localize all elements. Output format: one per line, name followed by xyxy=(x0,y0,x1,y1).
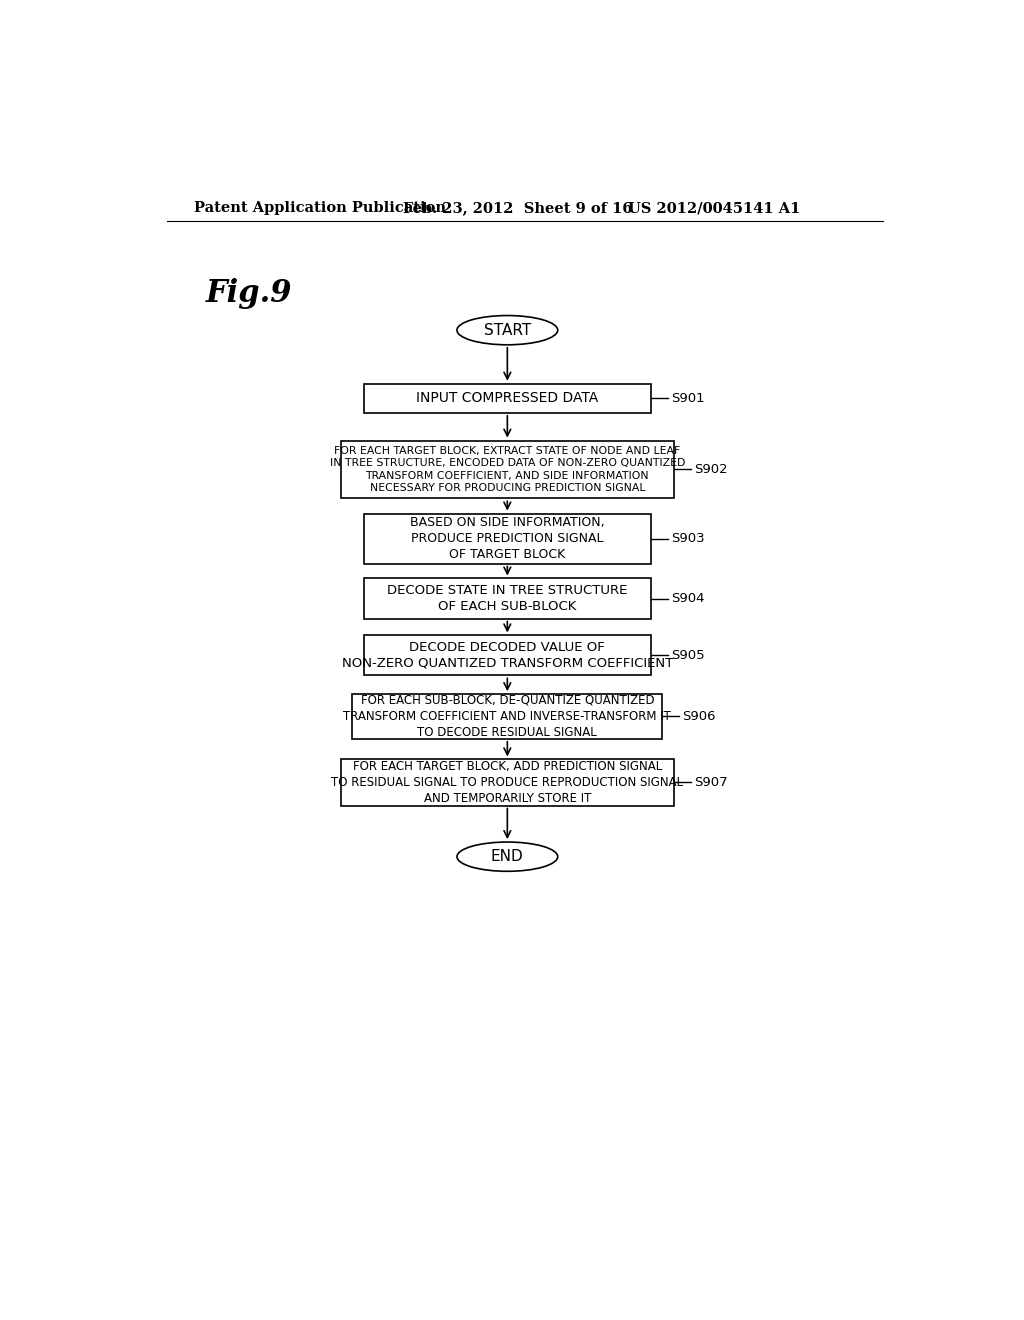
FancyBboxPatch shape xyxy=(341,441,674,498)
FancyBboxPatch shape xyxy=(364,635,650,676)
Text: US 2012/0045141 A1: US 2012/0045141 A1 xyxy=(628,201,800,215)
Text: S906: S906 xyxy=(682,710,716,723)
FancyBboxPatch shape xyxy=(364,513,650,564)
Text: S905: S905 xyxy=(671,649,705,661)
Text: FOR EACH TARGET BLOCK, EXTRACT STATE OF NODE AND LEAF
IN TREE STRUCTURE, ENCODED: FOR EACH TARGET BLOCK, EXTRACT STATE OF … xyxy=(330,446,685,492)
Text: DECODE DECODED VALUE OF
NON-ZERO QUANTIZED TRANSFORM COEFFICIENT: DECODE DECODED VALUE OF NON-ZERO QUANTIZ… xyxy=(342,642,673,671)
Text: START: START xyxy=(483,322,531,338)
Text: S903: S903 xyxy=(671,532,705,545)
FancyBboxPatch shape xyxy=(341,759,674,805)
Text: INPUT COMPRESSED DATA: INPUT COMPRESSED DATA xyxy=(416,391,598,405)
Text: Fig.9: Fig.9 xyxy=(206,279,292,309)
Text: BASED ON SIDE INFORMATION,
PRODUCE PREDICTION SIGNAL
OF TARGET BLOCK: BASED ON SIDE INFORMATION, PRODUCE PREDI… xyxy=(410,516,604,561)
Text: FOR EACH SUB-BLOCK, DE-QUANTIZE QUANTIZED
TRANSFORM COEFFICIENT AND INVERSE-TRAN: FOR EACH SUB-BLOCK, DE-QUANTIZE QUANTIZE… xyxy=(343,694,672,739)
Text: S904: S904 xyxy=(671,591,705,605)
Text: S902: S902 xyxy=(694,463,728,477)
FancyBboxPatch shape xyxy=(364,578,650,619)
Text: END: END xyxy=(490,849,523,865)
Text: S901: S901 xyxy=(671,392,705,405)
Ellipse shape xyxy=(457,315,558,345)
Ellipse shape xyxy=(457,842,558,871)
Text: Feb. 23, 2012  Sheet 9 of 16: Feb. 23, 2012 Sheet 9 of 16 xyxy=(403,201,633,215)
Text: FOR EACH TARGET BLOCK, ADD PREDICTION SIGNAL
TO RESIDUAL SIGNAL TO PRODUCE REPRO: FOR EACH TARGET BLOCK, ADD PREDICTION SI… xyxy=(332,760,683,805)
Text: DECODE STATE IN TREE STRUCTURE
OF EACH SUB-BLOCK: DECODE STATE IN TREE STRUCTURE OF EACH S… xyxy=(387,583,628,612)
Text: Patent Application Publication: Patent Application Publication xyxy=(194,201,445,215)
Text: S907: S907 xyxy=(694,776,728,789)
FancyBboxPatch shape xyxy=(364,384,650,413)
FancyBboxPatch shape xyxy=(352,694,663,739)
